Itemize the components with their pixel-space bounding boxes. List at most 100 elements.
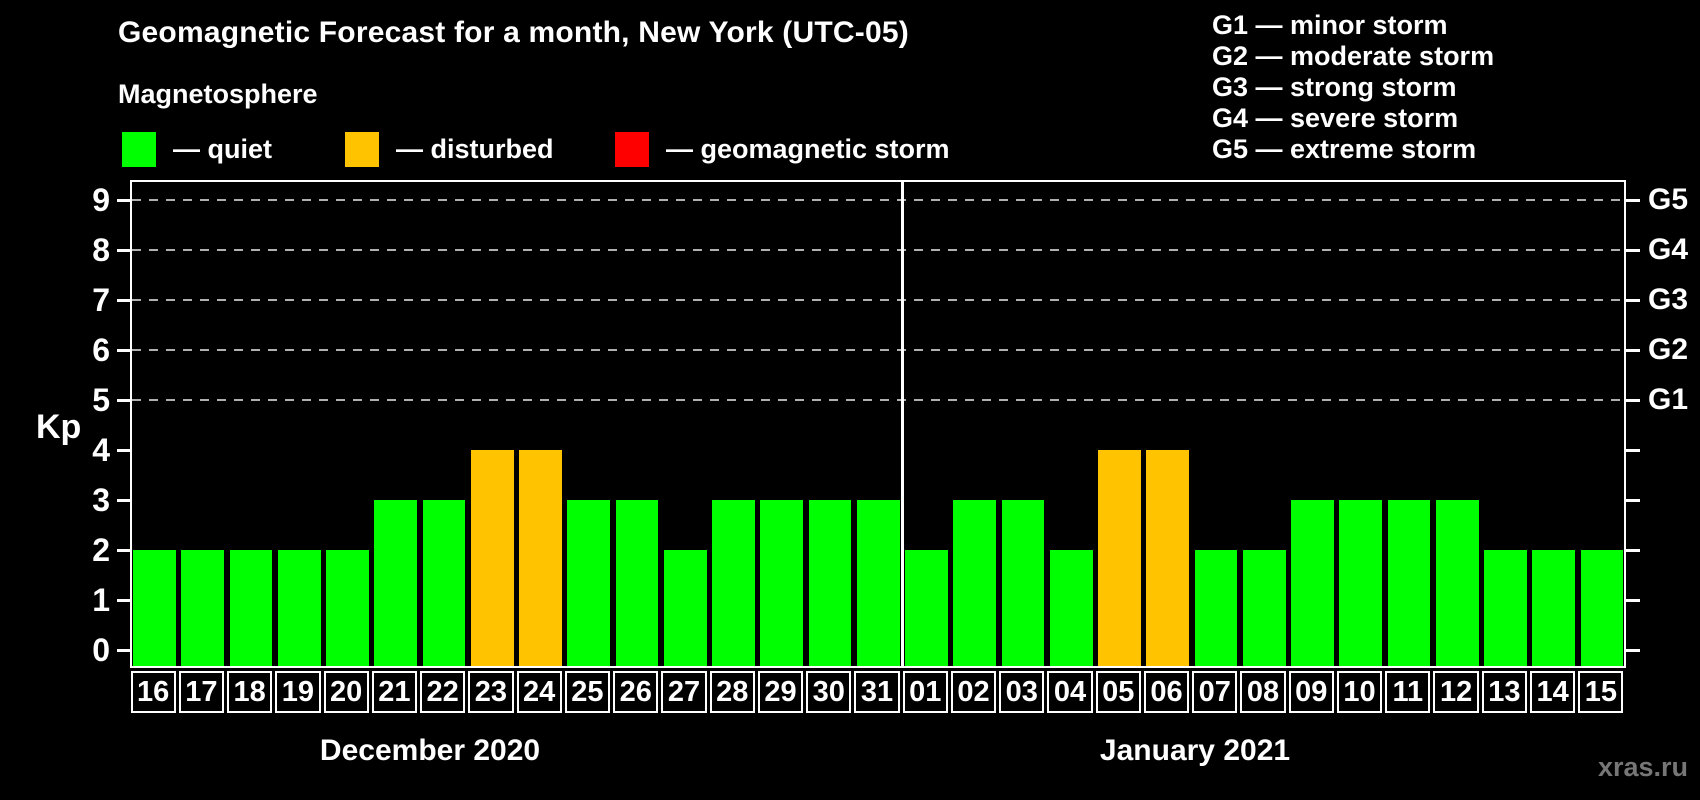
day-label-01: 01: [902, 671, 948, 713]
y-tick-label-4: 4: [92, 432, 110, 468]
magnetosphere-heading: Magnetosphere: [118, 79, 318, 109]
legend-item-disturbed: — disturbed: [345, 131, 554, 167]
kp-bar-day-18: [229, 550, 273, 666]
kp-bar-day-30: [808, 500, 852, 666]
y-tick-label-6: 6: [92, 332, 110, 368]
y-tick-label-3: 3: [92, 482, 110, 518]
day-label-16: 16: [130, 671, 176, 713]
day-label-05: 05: [1095, 671, 1141, 713]
day-label-15: 15: [1578, 671, 1624, 713]
y-tick-label-7: 7: [92, 282, 110, 318]
left-tick-kp0: [117, 649, 130, 652]
kp-bar-day-22: [422, 500, 466, 666]
day-label-02: 02: [950, 671, 997, 713]
kp-bar-day-01: [905, 550, 948, 666]
right-tick-kp7: [1626, 299, 1640, 302]
legend-label-storm: — geomagnetic storm: [666, 133, 950, 164]
day-label-13: 13: [1481, 671, 1527, 713]
left-tick-kp3: [117, 499, 130, 502]
day-label-06: 06: [1143, 671, 1190, 713]
gridline-kp5: [132, 399, 1624, 401]
day-label-28: 28: [709, 671, 755, 713]
kp-bar-day-10: [1339, 500, 1383, 666]
kp-bar-day-14: [1532, 550, 1576, 666]
legend-label-disturbed: — disturbed: [396, 133, 554, 164]
kp-bar-day-16: [133, 550, 176, 666]
y-tick-label-5: 5: [92, 382, 110, 418]
g-level-label-g3: G3: [1648, 283, 1689, 316]
day-label-12: 12: [1433, 671, 1479, 713]
kp-bar-day-20: [326, 550, 369, 666]
day-label-26: 26: [613, 671, 659, 713]
day-label-17: 17: [178, 671, 224, 713]
kp-bar-day-09: [1291, 500, 1334, 666]
kp-bar-day-04: [1049, 550, 1093, 666]
left-tick-kp1: [117, 599, 130, 602]
day-label-03: 03: [999, 671, 1045, 713]
right-tick-kp8: [1626, 249, 1640, 252]
day-label-04: 04: [1047, 671, 1093, 713]
day-label-23: 23: [468, 671, 514, 713]
quiet-color-swatch: [122, 131, 156, 167]
storm-color-swatch: [615, 131, 649, 167]
legend-item-storm: — geomagnetic storm: [615, 131, 950, 167]
kp-bar-day-23: [470, 450, 514, 666]
y-tick-label-2: 2: [92, 532, 110, 568]
day-label-08: 08: [1240, 671, 1286, 713]
day-label-10: 10: [1336, 671, 1383, 713]
kp-bar-day-17: [181, 550, 224, 666]
gridline-kp8: [132, 249, 1624, 251]
y-axis-title: Kp: [36, 408, 82, 446]
month-label-january: January 2021: [1099, 734, 1291, 767]
kp-bar-day-06: [1146, 450, 1190, 666]
day-label-25: 25: [564, 671, 611, 713]
legend-label-quiet: — quiet: [173, 133, 272, 164]
g-level-label-g5: G5: [1648, 183, 1689, 216]
gridline-kp9: [132, 199, 1624, 201]
kp-bar-day-21: [374, 500, 418, 666]
right-tick-kp9: [1626, 199, 1640, 202]
left-tick-kp6: [117, 349, 130, 352]
month-label-december: December 2020: [319, 734, 541, 767]
kp-bar-day-12: [1435, 500, 1479, 666]
gridline-kp7: [132, 299, 1624, 301]
storm-scale-legend: G1 — minor storm G2 — moderate storm G3 — …: [1212, 10, 1494, 165]
y-tick-label-0: 0: [92, 632, 110, 668]
g-level-label-g2: G2: [1648, 333, 1689, 366]
kp-bar-day-03: [1001, 500, 1045, 666]
storm-scale-line-g2: G2 — moderate storm: [1212, 41, 1495, 71]
y-tick-label-8: 8: [92, 232, 110, 268]
chart-title: Geomagnetic Forecast for a month, New Yo…: [118, 16, 909, 49]
left-tick-kp9: [117, 199, 130, 202]
right-tick-kp4: [1626, 449, 1640, 452]
day-label-11: 11: [1385, 671, 1431, 713]
watermark: xras.ru: [1597, 752, 1688, 782]
kp-bar-day-08: [1242, 550, 1286, 666]
kp-bar-day-24: [519, 450, 562, 666]
kp-bar-day-31: [856, 500, 900, 666]
storm-scale-line-g1: G1 — minor storm: [1212, 10, 1448, 40]
g-level-label-g4: G4: [1648, 233, 1689, 266]
day-label-07: 07: [1192, 671, 1238, 713]
gridline-kp6: [132, 349, 1624, 351]
month-separator: [900, 182, 904, 666]
left-tick-kp8: [117, 249, 130, 252]
kp-bar-day-13: [1484, 550, 1527, 666]
kp-bar-day-25: [567, 500, 611, 666]
kp-bar-day-15: [1580, 550, 1624, 666]
day-label-20: 20: [323, 671, 369, 713]
right-tick-kp3: [1626, 499, 1640, 502]
kp-bar-day-26: [615, 500, 659, 666]
day-label-14: 14: [1529, 671, 1576, 713]
left-tick-kp7: [117, 299, 130, 302]
day-label-22: 22: [420, 671, 466, 713]
left-tick-kp2: [117, 549, 130, 552]
day-label-29: 29: [757, 671, 804, 713]
storm-scale-line-g4: G4 — severe storm: [1212, 103, 1459, 133]
right-tick-kp5: [1626, 399, 1640, 402]
day-label-19: 19: [275, 671, 321, 713]
y-tick-label-9: 9: [92, 182, 110, 218]
day-label-27: 27: [661, 671, 707, 713]
right-tick-kp2: [1626, 549, 1640, 552]
